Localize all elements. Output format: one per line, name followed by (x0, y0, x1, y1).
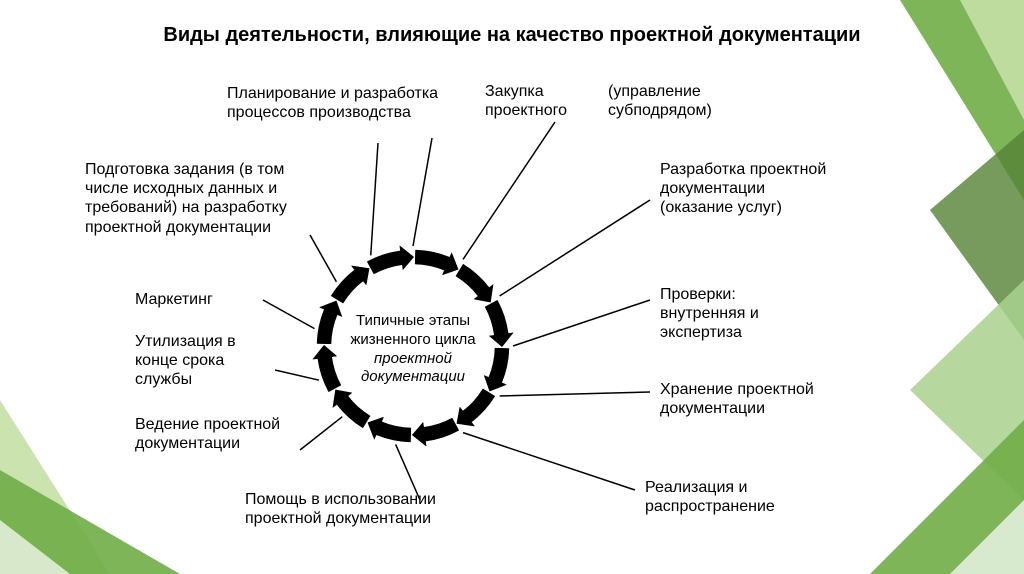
label-realization: Реализация и распространение (645, 478, 845, 516)
label-development: Разработка проектной документации (оказа… (660, 160, 830, 218)
center-line2: жизненного цикла (350, 331, 475, 348)
center-line3: проектной документации (361, 350, 465, 386)
label-disposal: Утилизация в конце срока службы (135, 332, 270, 390)
label-maintenance: Ведение проектной документации (135, 415, 290, 453)
center-line1: Типичные этапы (356, 312, 470, 329)
label-checks: Проверки: внутренняя и экспертиза (660, 285, 820, 343)
label-help: Помощь в использовании проектной докумен… (245, 490, 505, 528)
label-storage: Хранение проектной документации (660, 380, 820, 418)
diagram-content: Виды деятельности, влияющие на качество … (0, 0, 1024, 574)
label-purchase-2: (управление субподрядом) (608, 82, 788, 120)
label-planning: Планирование и разработка процессов прои… (227, 84, 477, 122)
label-purchase-1: Закупка проектного (485, 82, 595, 120)
ring-center-text: Типичные этапы жизненного цикла проектно… (333, 312, 493, 387)
label-task-prep: Подготовка задания (в том числе исходных… (85, 160, 305, 237)
label-marketing: Маркетинг (135, 290, 260, 309)
